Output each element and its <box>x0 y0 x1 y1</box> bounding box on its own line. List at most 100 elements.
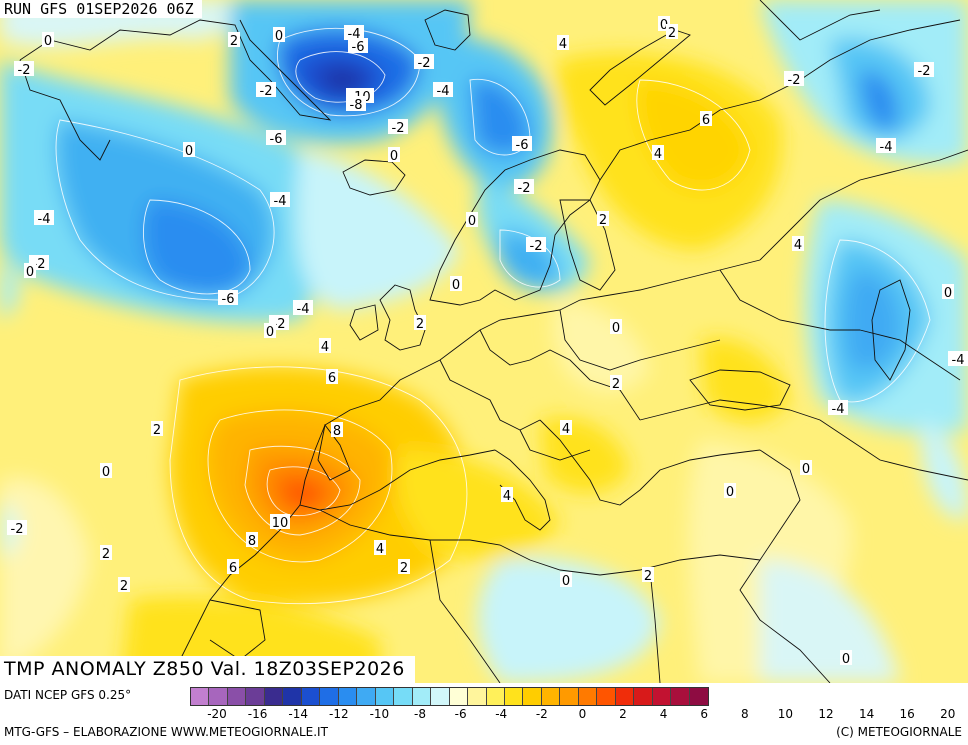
contour-label-bg <box>100 545 112 560</box>
contour-label-bg <box>560 420 572 435</box>
contour-label: 4 <box>794 238 802 253</box>
contour-label-bg <box>388 147 400 162</box>
legend-swatch <box>671 688 690 705</box>
contour-label: -4 <box>832 402 845 417</box>
contour-label: 0 <box>842 652 850 667</box>
contour-label: 6 <box>702 113 710 128</box>
credits-left: MTG-GFS – ELABORAZIONE WWW.METEOGIORNALE… <box>4 725 328 739</box>
contour-label-bg <box>374 540 386 555</box>
contour-label-bg <box>398 559 410 574</box>
legend-tick-label: -6 <box>454 707 467 721</box>
contour-label-bg <box>273 27 285 42</box>
legend-swatch <box>431 688 450 705</box>
contour-label: 0 <box>26 265 34 280</box>
contour-label: 0 <box>944 286 952 301</box>
contour-label-bg <box>348 38 368 53</box>
contour-label: -4 <box>880 140 893 155</box>
contour-label: 0 <box>390 149 398 164</box>
contour-label-bg <box>792 236 804 251</box>
contour-label: -2 <box>518 181 531 196</box>
contour-label-bg <box>610 319 622 334</box>
contour-label: 4 <box>559 37 567 52</box>
contour-label-bg <box>388 119 408 134</box>
contour-label: -2 <box>918 64 931 79</box>
contour-label-bg <box>293 300 313 315</box>
contour-label-bg <box>270 514 290 529</box>
contour-label: 8 <box>333 424 341 439</box>
contour-label-bg <box>512 136 532 151</box>
legend-tick-label: 12 <box>818 707 834 721</box>
contour-label: -8 <box>350 98 363 113</box>
contour-label: 0 <box>452 278 460 293</box>
legend-swatch <box>578 688 598 705</box>
contour-label-bg <box>652 145 664 160</box>
legend-tick-label: 20 <box>940 707 956 721</box>
contour-label-bg <box>948 351 968 366</box>
contour-label: -2 <box>788 73 801 88</box>
contour-label-bg <box>501 487 513 502</box>
contour-label: 2 <box>120 579 128 594</box>
contour-label: -6 <box>516 138 529 153</box>
contour-label: 4 <box>562 422 570 437</box>
contour-label-bg <box>326 369 338 384</box>
legend-swatch <box>191 688 210 705</box>
contour-label-bg <box>914 62 934 77</box>
contour-label-bg <box>228 32 240 47</box>
legend-swatch <box>227 688 247 705</box>
color-legend <box>190 687 710 706</box>
contour-label: 2 <box>153 423 161 438</box>
contour-label: 4 <box>654 147 662 162</box>
contour-label-bg <box>560 572 572 587</box>
contour-label-bg <box>118 577 130 592</box>
contour-label-bg <box>270 192 290 207</box>
map-title: TMP ANOMALY Z850 Val. 18Z03SEP2026 <box>0 656 415 683</box>
contour-label-bg <box>42 32 54 47</box>
legend-swatch <box>375 688 395 705</box>
legend-swatch <box>264 688 284 705</box>
footer: DATI NCEP GFS 0.25° -20 -16 -14 -12 -10 -8 -6-… <box>0 683 968 745</box>
legend-tick-label: 2 <box>619 707 627 721</box>
legend-swatch <box>246 688 265 705</box>
contour-label: -4 <box>437 84 450 99</box>
contour-label: -2 <box>18 63 31 78</box>
contour-label: 2 <box>668 26 676 41</box>
coastlines-and-borders <box>19 0 968 683</box>
legend-swatch <box>338 688 358 705</box>
contour-label-bg <box>466 212 478 227</box>
contour-label-bg <box>34 210 54 225</box>
contour-label-bg <box>557 35 569 50</box>
legend-tick-label: 4 <box>659 707 668 721</box>
legend-tick-label: 16 <box>899 707 915 721</box>
contour-label-bg <box>800 460 812 475</box>
contour-label-bg <box>346 96 366 111</box>
legend-tick-label: -2 <box>535 707 548 721</box>
contour-label: -6 <box>270 132 283 147</box>
contour-label-bg <box>642 567 654 582</box>
contour-label: -6 <box>352 40 365 55</box>
contour-label: 6 <box>328 371 336 386</box>
contour-label-bg <box>344 25 364 40</box>
contour-label: 0 <box>102 465 110 480</box>
legend-swatch <box>504 688 524 705</box>
legend-swatch <box>209 688 228 705</box>
contour-label: -2 <box>11 522 24 537</box>
contour-label-bg <box>526 237 546 252</box>
contour-label: 2 <box>599 213 607 228</box>
contour-label-bg <box>183 142 195 157</box>
legend-swatch <box>523 688 542 705</box>
contour-label: 8 <box>248 534 256 549</box>
legend-swatch <box>560 688 579 705</box>
contour-label: -6 <box>222 292 235 307</box>
legend-tick-label: 6 <box>700 707 709 721</box>
contour-label: 0 <box>562 574 570 589</box>
contour-label-bg <box>151 421 163 436</box>
contour-label-bg <box>319 338 331 353</box>
contour-label: 4 <box>321 340 329 355</box>
contour-label: 2 <box>102 547 110 562</box>
legend-tick-label: 14 <box>858 707 875 721</box>
contour-label: 2 <box>416 317 424 332</box>
contour-label-bg <box>246 532 258 547</box>
contour-label-bg <box>828 400 848 415</box>
legend-tick-label: -8 <box>414 707 426 721</box>
contour-label-bg <box>876 138 896 153</box>
